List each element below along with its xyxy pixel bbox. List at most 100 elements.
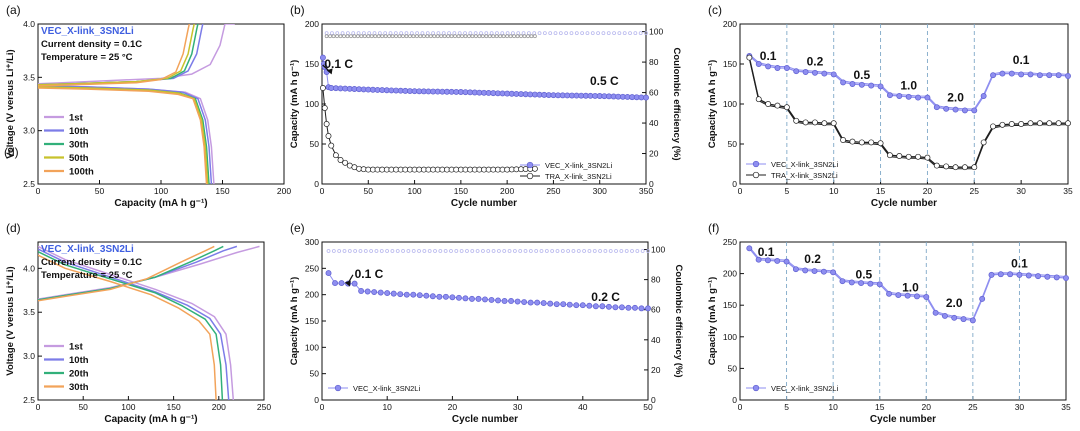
ce-point [427, 249, 432, 253]
ce-point [479, 31, 483, 36]
ce-point [505, 31, 510, 36]
capacity-point [830, 120, 837, 127]
capacity-point [840, 137, 847, 143]
ce-point [491, 34, 496, 39]
capacity-point [1055, 72, 1062, 79]
capacity-point [952, 164, 959, 171]
y-tick-label: 50 [728, 363, 738, 373]
ce-point [397, 34, 402, 39]
ce-point [422, 249, 427, 253]
discharge-curve-50th [38, 86, 209, 184]
ce-point [335, 31, 340, 36]
ce-point [468, 31, 473, 36]
capacity-point [573, 302, 580, 309]
y-tick-label: 100 [723, 99, 737, 109]
ce-series-0 [324, 31, 648, 36]
capacity-point [1055, 120, 1062, 127]
capacity-point [821, 120, 828, 127]
capacity-point [1036, 120, 1043, 127]
y-tick-label: 0 [314, 179, 319, 189]
plot-frame [321, 241, 649, 401]
capacity-point [886, 152, 893, 159]
legend-label: 1st [69, 342, 84, 353]
capacity-point [455, 294, 462, 301]
panel-a: 0 50 100 150 200 2.5 3.0 3.5 4.0 Capacity (mA h g… [4, 3, 291, 209]
ce-point [508, 34, 513, 39]
capacity-point [429, 293, 436, 300]
capacity-point [765, 63, 772, 70]
capacity-point [514, 298, 521, 305]
y2-tick-label: 40 [651, 335, 661, 345]
capacity-point [592, 303, 599, 310]
ce-point [436, 31, 441, 36]
x-tick-label: 100 [121, 402, 135, 412]
y-axis-label: Capacity (mA h g⁻¹) [707, 60, 718, 149]
capacity-point [774, 65, 781, 71]
y-tick-label: 3.0 [23, 351, 35, 361]
info-title: VEC_X-link_3SN2Li [41, 26, 134, 37]
rate-annotation: 0.2 C [591, 290, 620, 304]
rate-label: 0.1 [760, 49, 777, 63]
capacity-series-0 [325, 270, 651, 312]
ce-point [638, 31, 643, 36]
info-current-density: Current density = 0.1C [41, 257, 142, 268]
panel-label: (c) [708, 3, 722, 17]
capacity-point [1007, 271, 1014, 278]
plot-frame [37, 241, 265, 401]
capacity-point [1046, 120, 1053, 127]
x-axis-label: Capacity (mA h g⁻¹) [104, 414, 197, 425]
capacity-point [755, 96, 762, 103]
ce-point [550, 249, 555, 253]
y-axis-label: Capacity (mA h g⁻¹) [289, 277, 300, 366]
capacity-point [534, 299, 541, 306]
annotation-arrowhead [326, 68, 333, 75]
y2-axis-label: Coulombic efficiency (%) [673, 265, 684, 378]
capacity-point [416, 292, 423, 299]
capacity-point [579, 302, 586, 309]
ce-point [622, 31, 627, 36]
capacity-point [877, 140, 884, 147]
ce-point [374, 249, 379, 253]
ce-point [369, 249, 374, 253]
y-axis-label: Voltage (V versus Li⁺/Li) [5, 266, 16, 375]
x-tick-label: 0 [36, 186, 41, 196]
y-tick-label: 200 [305, 19, 319, 29]
ce-point [328, 34, 333, 39]
ce-point [646, 249, 650, 253]
capacity-point [1036, 72, 1043, 79]
ce-point [420, 31, 425, 36]
capacity-point [364, 288, 371, 295]
ce-point [640, 249, 645, 253]
ce-point [539, 249, 544, 253]
ce-point [435, 34, 440, 39]
discharge-curve-10th [38, 85, 213, 184]
ce-point [612, 31, 616, 36]
ce-point [446, 34, 451, 39]
capacity-point [802, 69, 809, 75]
capacity-point [338, 280, 345, 287]
ce-point [449, 249, 453, 253]
ce-point [500, 31, 505, 36]
y-tick-label: 0 [732, 179, 737, 189]
x-tick-label: 35 [1061, 402, 1071, 412]
capacity-point [783, 104, 790, 111]
ce-point [502, 249, 507, 253]
y2-tick-label: 80 [649, 57, 659, 67]
info-title: VEC_X-link_3SN2Li [41, 244, 134, 255]
capacity-point [783, 258, 790, 265]
capacity-point [961, 107, 968, 114]
capacity-point [988, 271, 995, 278]
ce-point [564, 31, 569, 36]
ce-point [592, 249, 597, 253]
ce-point [470, 249, 475, 253]
x-tick-label: 150 [215, 186, 229, 196]
panel-label: (f) [708, 221, 719, 235]
x-tick-label: 0 [36, 402, 41, 412]
ce-point [331, 249, 336, 253]
y-tick-label: 100 [305, 342, 319, 352]
ce-point [438, 249, 443, 253]
ce-point [505, 34, 510, 39]
capacity-point [924, 94, 931, 101]
capacity-point [933, 162, 940, 169]
discharge-curve-30th [38, 86, 210, 184]
